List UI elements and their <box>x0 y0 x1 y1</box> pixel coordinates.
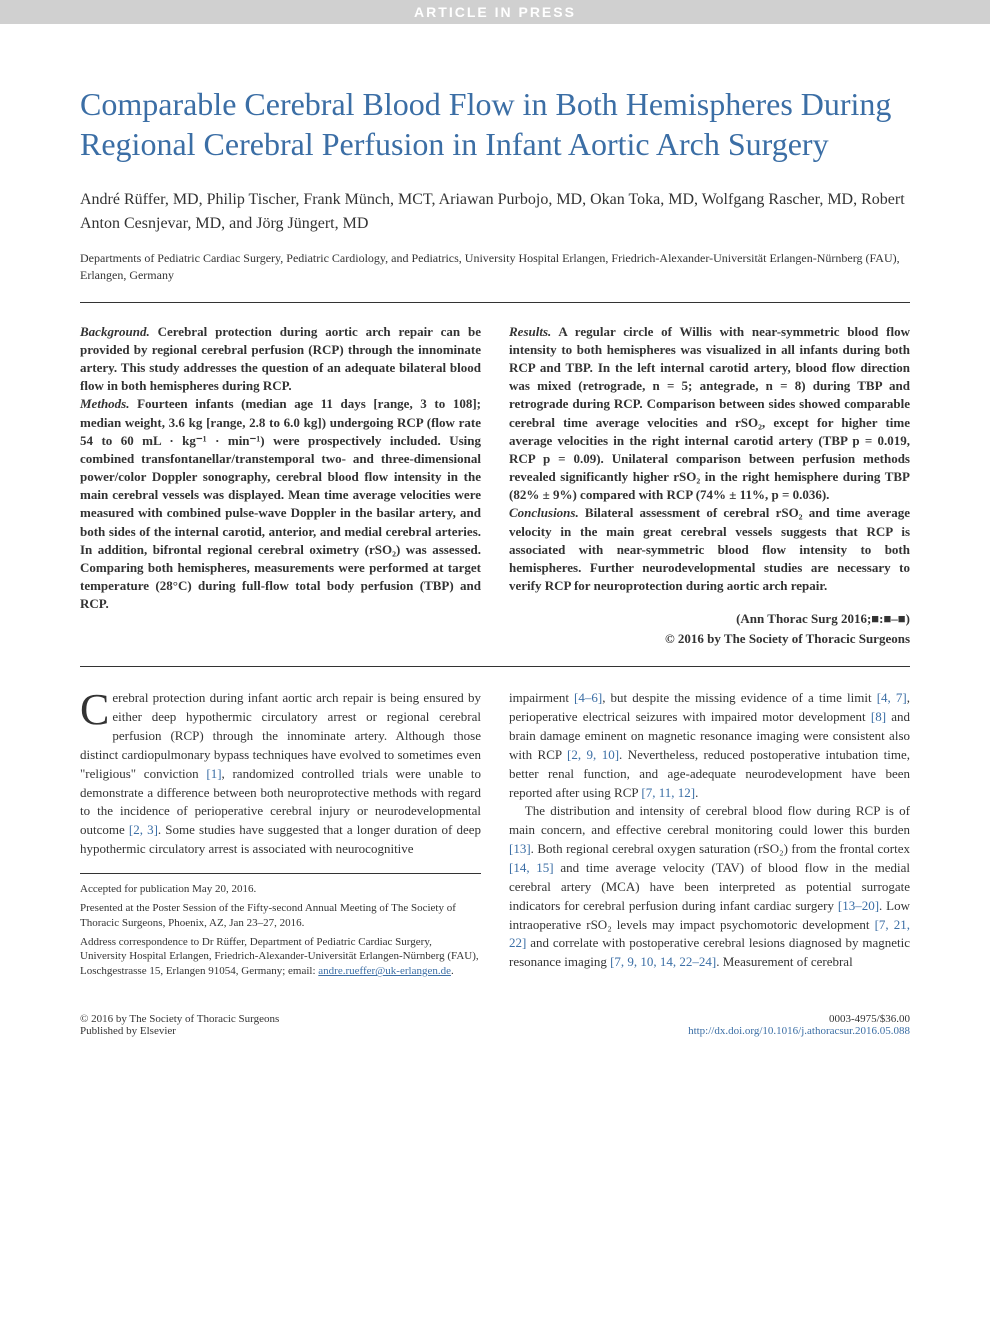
ref-link-4-7[interactable]: [4, 7] <box>877 690 907 705</box>
divider-top <box>80 302 910 303</box>
para2-f: . <box>695 785 698 800</box>
footer-left: © 2016 by The Society of Thoracic Surgeo… <box>80 1013 279 1037</box>
abstract-results-text: A regular circle of Willis with near-sym… <box>509 324 910 503</box>
ref-link-7-9-10-14-22-24[interactable]: [7, 9, 10, 14, 22–24] <box>610 954 716 969</box>
footer-copyright: © 2016 by The Society of Thoracic Surgeo… <box>80 1013 279 1025</box>
abstract-results-label: Results. <box>509 324 551 339</box>
footnote-block: Accepted for publication May 20, 2016. P… <box>80 873 481 979</box>
ref-link-2-3[interactable]: [2, 3] <box>129 822 158 837</box>
footnote-correspondence: Address correspondence to Dr Rüffer, Dep… <box>80 935 481 980</box>
abstract-background-label: Background. <box>80 324 150 339</box>
body-para-1: Cerebral protection during infant aortic… <box>80 689 481 859</box>
footer-doi-link[interactable]: http://dx.doi.org/10.1016/j.athoracsur.2… <box>688 1025 910 1037</box>
ref-link-2-9-10[interactable]: [2, 9, 10] <box>567 747 619 762</box>
ref-link-7-11-12[interactable]: [7, 11, 12] <box>641 785 695 800</box>
article-title: Comparable Cerebral Blood Flow in Both H… <box>80 84 910 164</box>
para2-b: , but despite the missing evidence of a … <box>602 690 877 705</box>
affiliations: Departments of Pediatric Cardiac Surgery… <box>80 250 910 284</box>
abstract-conclusions-label: Conclusions. <box>509 505 579 520</box>
page-footer: © 2016 by The Society of Thoracic Surgeo… <box>0 999 990 1057</box>
para3-b: . Both regional cerebral oxygen saturati… <box>531 841 910 856</box>
ref-link-13[interactable]: [13] <box>509 841 531 856</box>
citation-line1: (Ann Thorac Surg 2016;■:■–■) <box>509 609 910 629</box>
page-content: Comparable Cerebral Blood Flow in Both H… <box>0 24 990 999</box>
ref-link-4-6[interactable]: [4–6] <box>574 690 602 705</box>
footnote-divider <box>80 873 481 874</box>
ref-link-14-15[interactable]: [14, 15] <box>509 860 554 875</box>
body-para-3: The distribution and intensity of cerebr… <box>509 802 910 972</box>
ref-link-13-20[interactable]: [13–20] <box>838 898 879 913</box>
ref-link-8[interactable]: [8] <box>871 709 886 724</box>
footer-issn-price: 0003-4975/$36.00 <box>688 1013 910 1025</box>
para2-a: impairment <box>509 690 574 705</box>
footnote-period: . <box>451 965 454 977</box>
footer-right: 0003-4975/$36.00 http://dx.doi.org/10.10… <box>688 1013 910 1037</box>
citation-line2: © 2016 by The Society of Thoracic Surgeo… <box>509 629 910 649</box>
abstract-methods-text: Fourteen infants (median age 11 days [ra… <box>80 396 481 611</box>
article-in-press-banner: ARTICLE IN PRESS <box>0 0 990 24</box>
divider-mid <box>80 666 910 667</box>
body-text: Cerebral protection during infant aortic… <box>80 689 910 979</box>
footnote-presented: Presented at the Poster Session of the F… <box>80 901 481 931</box>
ref-link-1[interactable]: [1] <box>206 766 221 781</box>
author-list: André Rüffer, MD, Philip Tischer, Frank … <box>80 188 910 236</box>
abstract: Background. Cerebral protection during a… <box>80 323 910 649</box>
para3-a: The distribution and intensity of cerebr… <box>509 803 910 837</box>
drop-cap: C <box>80 689 112 728</box>
para3-f: . Measurement of cerebral <box>716 954 852 969</box>
footer-publisher: Published by Elsevier <box>80 1025 279 1037</box>
abstract-methods-label: Methods. <box>80 396 129 411</box>
footnote-accepted: Accepted for publication May 20, 2016. <box>80 882 481 897</box>
correspondence-email-link[interactable]: andre.rueffer@uk-erlangen.de <box>318 965 451 977</box>
citation-block: (Ann Thorac Surg 2016;■:■–■) © 2016 by T… <box>509 609 910 648</box>
body-para-2: impairment [4–6], but despite the missin… <box>509 689 910 802</box>
